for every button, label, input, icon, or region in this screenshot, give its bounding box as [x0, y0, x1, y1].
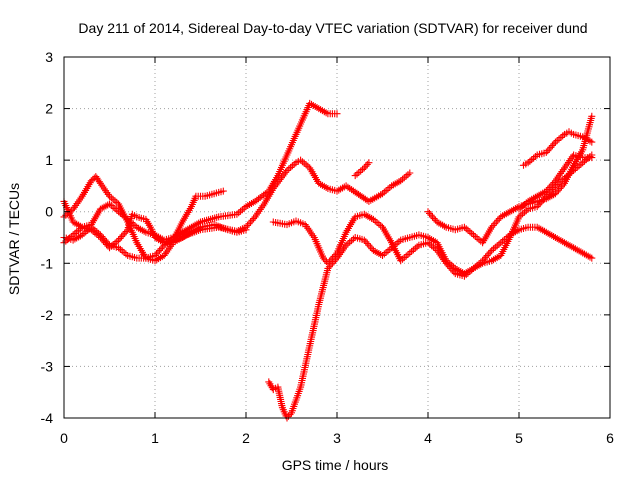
series-trace-i	[520, 128, 596, 169]
x-tick-label: 3	[333, 430, 341, 446]
x-tick-label: 1	[151, 430, 159, 446]
y-tick-label: -2	[41, 307, 54, 323]
series-layer	[60, 99, 596, 422]
series-trace-g	[351, 159, 373, 180]
y-tick-label: -3	[41, 358, 54, 374]
tick-layer	[63, 56, 611, 419]
x-tick-label: 2	[242, 430, 250, 446]
series-markers	[60, 187, 227, 252]
y-axis-label: SDTVAR / TECUs	[6, 183, 22, 295]
series-trace-c	[60, 187, 227, 252]
series-markers	[515, 151, 596, 213]
series-markers	[269, 151, 596, 280]
y-tick-label: 2	[45, 101, 53, 117]
y-tick-label: 1	[45, 152, 53, 168]
series-markers	[351, 159, 373, 180]
y-tick-label: -1	[41, 255, 54, 271]
series-markers	[265, 223, 596, 422]
chart-title: Day 211 of 2014, Sidereal Day-to-day VTE…	[78, 20, 587, 36]
series-markers	[520, 128, 596, 169]
x-tick-label: 5	[515, 430, 523, 446]
series-trace-j	[515, 151, 596, 213]
x-tick-label: 6	[606, 430, 614, 446]
tick-label-layer: 0 1 2 3 4 5 6 -4 -3 -2 -1 0 1 2 3	[41, 49, 615, 446]
x-tick-label: 4	[424, 430, 432, 446]
y-tick-label: 3	[45, 49, 53, 65]
y-tick-label: -4	[41, 410, 54, 426]
y-tick-label: 0	[45, 204, 53, 220]
series-trace-f	[269, 151, 596, 280]
series-trace-e	[265, 223, 596, 422]
x-axis-label: GPS time / hours	[282, 457, 389, 473]
x-tick-label: 0	[60, 430, 68, 446]
